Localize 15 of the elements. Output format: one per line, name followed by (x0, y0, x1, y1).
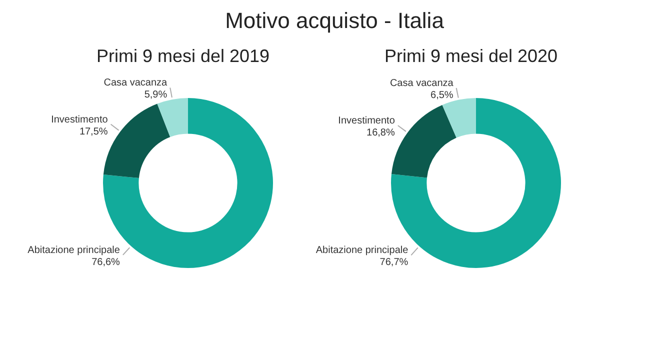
data-label: 16,8% (366, 127, 395, 138)
chart-subtitle: Primi 9 mesi del 2019 (95, 46, 271, 67)
slice-label: Casa vacanza (390, 78, 454, 90)
slice-label: Abitazione principale (28, 244, 120, 256)
slice-label: Investimento (338, 115, 396, 126)
data-label: 76,6% (92, 256, 120, 268)
slice-label: Casa vacanza (104, 78, 168, 89)
data-label: 17,5% (79, 126, 108, 138)
data-label: 6,5% (430, 90, 454, 102)
chart-subtitle: Primi 9 mesi del 2020 (383, 46, 559, 67)
text: Motivo acquisto - Italia (224, 8, 445, 34)
data-label: 5,9% (144, 90, 168, 101)
data-label: 76,7% (380, 257, 408, 268)
slice-label: Abitazione principale (316, 245, 409, 256)
slice-label: Investimento (51, 114, 108, 126)
